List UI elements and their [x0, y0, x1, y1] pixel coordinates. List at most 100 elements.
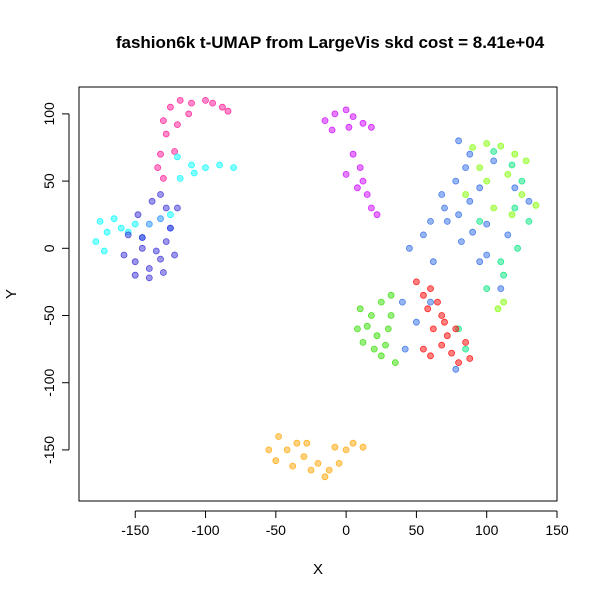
data-point: [497, 258, 505, 266]
data-point: [359, 119, 367, 127]
data-point: [419, 231, 427, 239]
y-tick-label: -150: [41, 436, 57, 464]
x-tick-label: 150: [545, 522, 569, 538]
data-point: [511, 150, 519, 158]
data-point: [190, 169, 198, 177]
data-point: [218, 103, 226, 111]
data-point: [349, 113, 357, 120]
data-point: [328, 126, 336, 134]
data-point: [176, 97, 184, 104]
data-point: [448, 349, 456, 357]
data-point: [224, 107, 232, 115]
data-point: [438, 341, 446, 349]
data-point: [110, 215, 118, 223]
data-point: [525, 197, 533, 205]
data-point: [154, 164, 162, 172]
data-point: [321, 473, 329, 481]
data-point: [173, 121, 181, 128]
data-point: [173, 204, 181, 212]
data-point: [443, 332, 451, 340]
data-point: [518, 177, 526, 185]
data-point: [120, 251, 128, 259]
data-point: [314, 459, 322, 467]
data-point: [367, 204, 375, 212]
data-point: [522, 157, 530, 165]
data-point: [145, 265, 153, 272]
data-point: [209, 99, 217, 107]
data-point: [342, 106, 350, 114]
x-axis: -150 -100 -50 0 50 100 150: [121, 510, 569, 538]
data-point: [356, 164, 364, 172]
data-point: [497, 285, 505, 293]
y-tick-label: -50: [41, 305, 57, 325]
data-point: [157, 150, 164, 158]
data-point: [331, 110, 339, 118]
data-point: [434, 298, 441, 306]
data-point: [307, 466, 315, 474]
data-point: [216, 161, 224, 169]
data-point: [356, 305, 364, 313]
data-point: [166, 103, 174, 111]
data-point: [162, 204, 170, 212]
data-point: [157, 191, 164, 198]
data-point: [353, 184, 361, 192]
data-point: [424, 305, 432, 313]
data-point: [469, 144, 477, 151]
data-point: [152, 247, 160, 255]
data-point: [188, 99, 195, 107]
data-point: [335, 459, 343, 467]
data-point: [391, 359, 399, 367]
data-point: [382, 341, 389, 349]
data-point: [188, 161, 195, 169]
data-point: [359, 338, 367, 346]
data-point: [100, 247, 108, 255]
data-point: [438, 191, 446, 198]
x-tick-label: 50: [409, 522, 425, 538]
data-point: [300, 453, 308, 461]
data-point: [353, 325, 361, 333]
data-point: [185, 110, 193, 118]
data-point: [293, 439, 301, 447]
data-point: [171, 148, 179, 155]
data-point: [134, 211, 142, 219]
data-point: [514, 244, 521, 252]
plot-frame: [78, 86, 558, 502]
data-point: [138, 234, 146, 241]
data-point: [532, 201, 540, 209]
data-point: [511, 184, 519, 192]
x-tick-label: -50: [266, 522, 286, 538]
data-point: [173, 153, 181, 161]
data-point: [504, 170, 512, 178]
data-point: [325, 466, 333, 474]
data-point: [159, 269, 167, 276]
data-point: [117, 224, 125, 232]
data-point: [342, 170, 350, 178]
data-point: [131, 271, 139, 279]
data-point: [398, 298, 406, 306]
y-tick-label: 100: [41, 102, 57, 126]
data-point: [384, 325, 392, 333]
data-point: [103, 228, 111, 236]
data-point: [342, 446, 350, 454]
data-point: [359, 443, 367, 451]
data-point: [443, 217, 451, 225]
data-point: [166, 224, 174, 232]
data-point: [508, 161, 516, 169]
data-point: [124, 231, 132, 239]
data-point: [387, 312, 395, 319]
data-point: [275, 433, 283, 440]
data-point: [462, 191, 470, 198]
data-point: [373, 211, 381, 219]
data-point: [131, 220, 139, 228]
data-point: [145, 220, 153, 228]
data-point: [387, 291, 395, 299]
data-point: [419, 291, 427, 299]
data-point: [419, 345, 427, 353]
data-point: [157, 215, 164, 223]
data-point: [359, 177, 367, 185]
data-point: [483, 220, 491, 228]
y-tick-label: 50: [41, 173, 57, 189]
data-point: [377, 352, 385, 360]
data-point: [157, 255, 164, 263]
data-point: [162, 238, 170, 246]
